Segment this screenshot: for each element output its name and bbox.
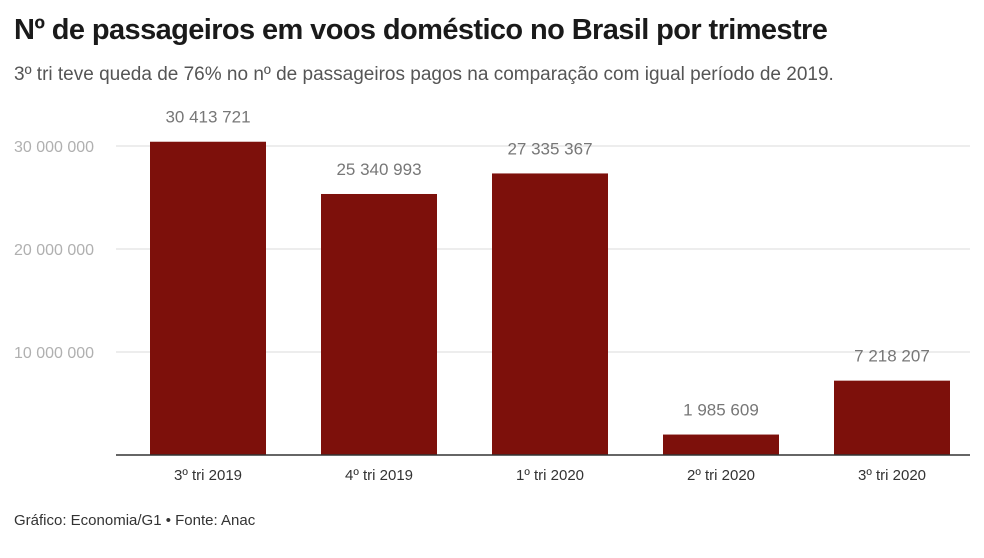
bar (492, 173, 608, 455)
value-label: 27 335 367 (507, 139, 592, 158)
value-label: 25 340 993 (336, 160, 421, 179)
bar (321, 193, 437, 455)
y-tick-label: 10 000 000 (14, 345, 94, 362)
category-label: 3º tri 2020 (858, 467, 926, 484)
bar (150, 141, 266, 455)
bar (663, 434, 779, 455)
category-label: 4º tri 2019 (345, 467, 413, 484)
chart-title: Nº de passageiros em voos doméstico no B… (14, 14, 828, 46)
value-label: 1 985 609 (683, 401, 759, 420)
source-credit: Gráfico: Economia/G1 • Fonte: Anac (14, 512, 256, 529)
bar-chart: 10 000 000 20 000 000 30 000 000 30 413 721… (14, 108, 970, 484)
bar (834, 380, 950, 455)
category-label: 1º tri 2020 (516, 467, 584, 484)
value-label: 30 413 721 (165, 108, 250, 127)
y-tick-label: 30 000 000 (14, 139, 94, 156)
category-label: 2º tri 2020 (687, 467, 755, 484)
value-label: 7 218 207 (854, 347, 930, 366)
category-label: 3º tri 2019 (174, 467, 242, 484)
chart-subtitle: 3º tri teve queda de 76% no nº de passag… (14, 64, 834, 85)
y-tick-label: 20 000 000 (14, 242, 94, 259)
